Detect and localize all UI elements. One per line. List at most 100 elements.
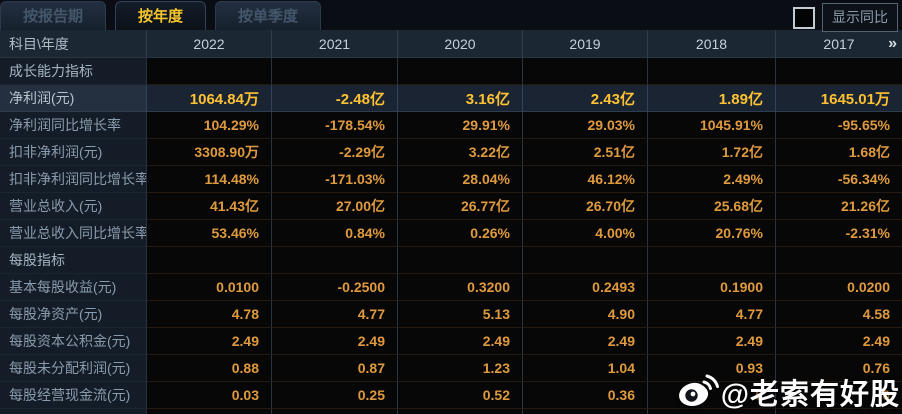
cell-value: 4.00% [522,220,647,247]
cell-value: 2.49 [271,328,397,355]
cell-value: 46.12% [522,166,647,193]
cell-value: 2.49 [647,328,775,355]
table-header-row: 科目\年度 2022 2021 2020 2019 2018 2017» [0,30,902,58]
cell-value: 2.49 [522,328,647,355]
partial-value-cell [271,409,397,414]
cell-value: 5.13 [397,301,522,328]
cell-value: 28.04% [397,166,522,193]
cell-value: 20.76% [647,220,775,247]
cell-value: 26.70亿 [522,193,647,220]
year-header-2022: 2022 [146,30,271,57]
cell-value: 0.26% [397,220,522,247]
row-label: 扣非净利润同比增长率 [0,166,146,193]
show-yoy-checkbox[interactable] [793,6,815,29]
cell-value: 0 [775,382,902,409]
partial-value-cell [775,409,902,414]
table-row[interactable]: 基本每股收益(元) 0.0100 -0.2500 0.3200 0.2493 0.1900… [0,274,902,301]
section-row[interactable]: 成长能力指标 [0,58,902,85]
cell-value: 3.22亿 [397,139,522,166]
cell-value: 1.89亿 [647,85,775,112]
corner-header: 科目\年度 [9,35,69,52]
cell-value: 1645.01万 [775,85,902,112]
table-row[interactable]: 每股净资产(元) 4.78 4.77 5.13 4.90 4.77 4.58 [0,301,902,328]
cell-value: 21.26亿 [775,193,902,220]
cell-value [271,247,397,274]
cell-value [146,58,271,85]
cell-value: 2.49% [647,166,775,193]
row-label: 净利润同比增长率 [0,112,146,139]
cell-value: 0.84% [271,220,397,247]
row-label: 净利润(元) [0,85,146,112]
partial-value-cell [146,409,271,414]
table-row[interactable]: 营业总收入同比增长率 53.46% 0.84% 0.26% 4.00% 20.76% -2.… [0,220,902,247]
row-label: 每股资本公积金(元) [0,328,146,355]
tab-annual[interactable]: 按年度 [115,1,207,30]
cell-value: 0.2493 [522,274,647,301]
cell-value: 29.91% [397,112,522,139]
year-header-2019: 2019 [522,30,647,57]
cell-value: -2.31% [775,220,902,247]
cell-value: -95.65% [775,112,902,139]
table-row[interactable]: 扣非净利润(元) 3308.90万 -2.29亿 3.22亿 2.51亿 1.72亿 1.6… [0,139,902,166]
cell-value [775,247,902,274]
show-yoy-label[interactable]: 显示同比 [822,3,898,32]
cell-value: 104.29% [146,112,271,139]
cell-value: 0.52 [397,382,522,409]
table-row[interactable]: 净利润(元) 1064.84万 -2.48亿 3.16亿 2.43亿 1.89亿 1645.… [0,85,902,112]
cell-value [146,247,271,274]
cell-value [522,247,647,274]
cell-value [397,247,522,274]
period-tabbar: 按报告期 按年度 按单季度 显示同比 [0,0,902,32]
table-row[interactable]: 每股资本公积金(元) 2.49 2.49 2.49 2.49 2.49 2.49 [0,328,902,355]
cell-value: -171.03% [271,166,397,193]
cell-value [397,58,522,85]
tab-report-period[interactable]: 按报告期 [0,1,107,30]
cell-value: 0.87 [271,355,397,382]
table-row[interactable]: 每股未分配利润(元) 0.88 0.87 1.23 1.04 0.93 0.76 [0,355,902,382]
cell-value: -56.34% [775,166,902,193]
cell-value: 41.43亿 [146,193,271,220]
cell-value: 3308.90万 [146,139,271,166]
cell-value: 0.76 [775,355,902,382]
table-row[interactable]: 营业总收入(元) 41.43亿 27.00亿 26.77亿 26.70亿 25.68亿 21… [0,193,902,220]
row-label: 每股未分配利润(元) [0,355,146,382]
cell-value: 0.3200 [397,274,522,301]
cell-value: 4.77 [271,301,397,328]
cell-value: 0.03 [146,382,271,409]
cell-value: 27.00亿 [271,193,397,220]
cell-value: 0.88 [146,355,271,382]
table-row[interactable]: 每股经营现金流(元) 0.03 0.25 0.52 0.36 0 0 [0,382,902,409]
cell-value [522,58,647,85]
cell-value: 53.46% [146,220,271,247]
cell-value: 2.43亿 [522,85,647,112]
section-row[interactable]: 每股指标 [0,247,902,274]
cell-value: 3.16亿 [397,85,522,112]
cell-value: 0.36 [522,382,647,409]
more-years-icon[interactable]: » [888,34,897,52]
row-label: 营业总收入同比增长率 [0,220,146,247]
table-row[interactable]: 扣非净利润同比增长率 114.48% -171.03% 28.04% 46.12% 2.4… [0,166,902,193]
cell-value: 0 [647,382,775,409]
cell-value: 1.04 [522,355,647,382]
cell-value: 1.23 [397,355,522,382]
cell-value: 2.49 [397,328,522,355]
partial-value-cell [397,409,522,414]
cell-value: 0.0100 [146,274,271,301]
cell-value [647,58,775,85]
cell-value: 4.78 [146,301,271,328]
cell-value: 25.68亿 [647,193,775,220]
cell-value: 2.49 [775,328,902,355]
cell-value: -2.48亿 [271,85,397,112]
tab-single-quarter[interactable]: 按单季度 [215,1,322,30]
table-row[interactable]: 净利润同比增长率 104.29% -178.54% 29.91% 29.03% 1045.… [0,112,902,139]
year-header-2021: 2021 [271,30,397,57]
cell-value: 0.0200 [775,274,902,301]
cell-value: -2.29亿 [271,139,397,166]
row-label: 营业总收入(元) [0,193,146,220]
cell-value: 0.1900 [647,274,775,301]
year-header-2020: 2020 [397,30,522,57]
cell-value: 29.03% [522,112,647,139]
partial-label-cell [0,409,146,414]
year-header-2017: 2017» [775,30,902,57]
